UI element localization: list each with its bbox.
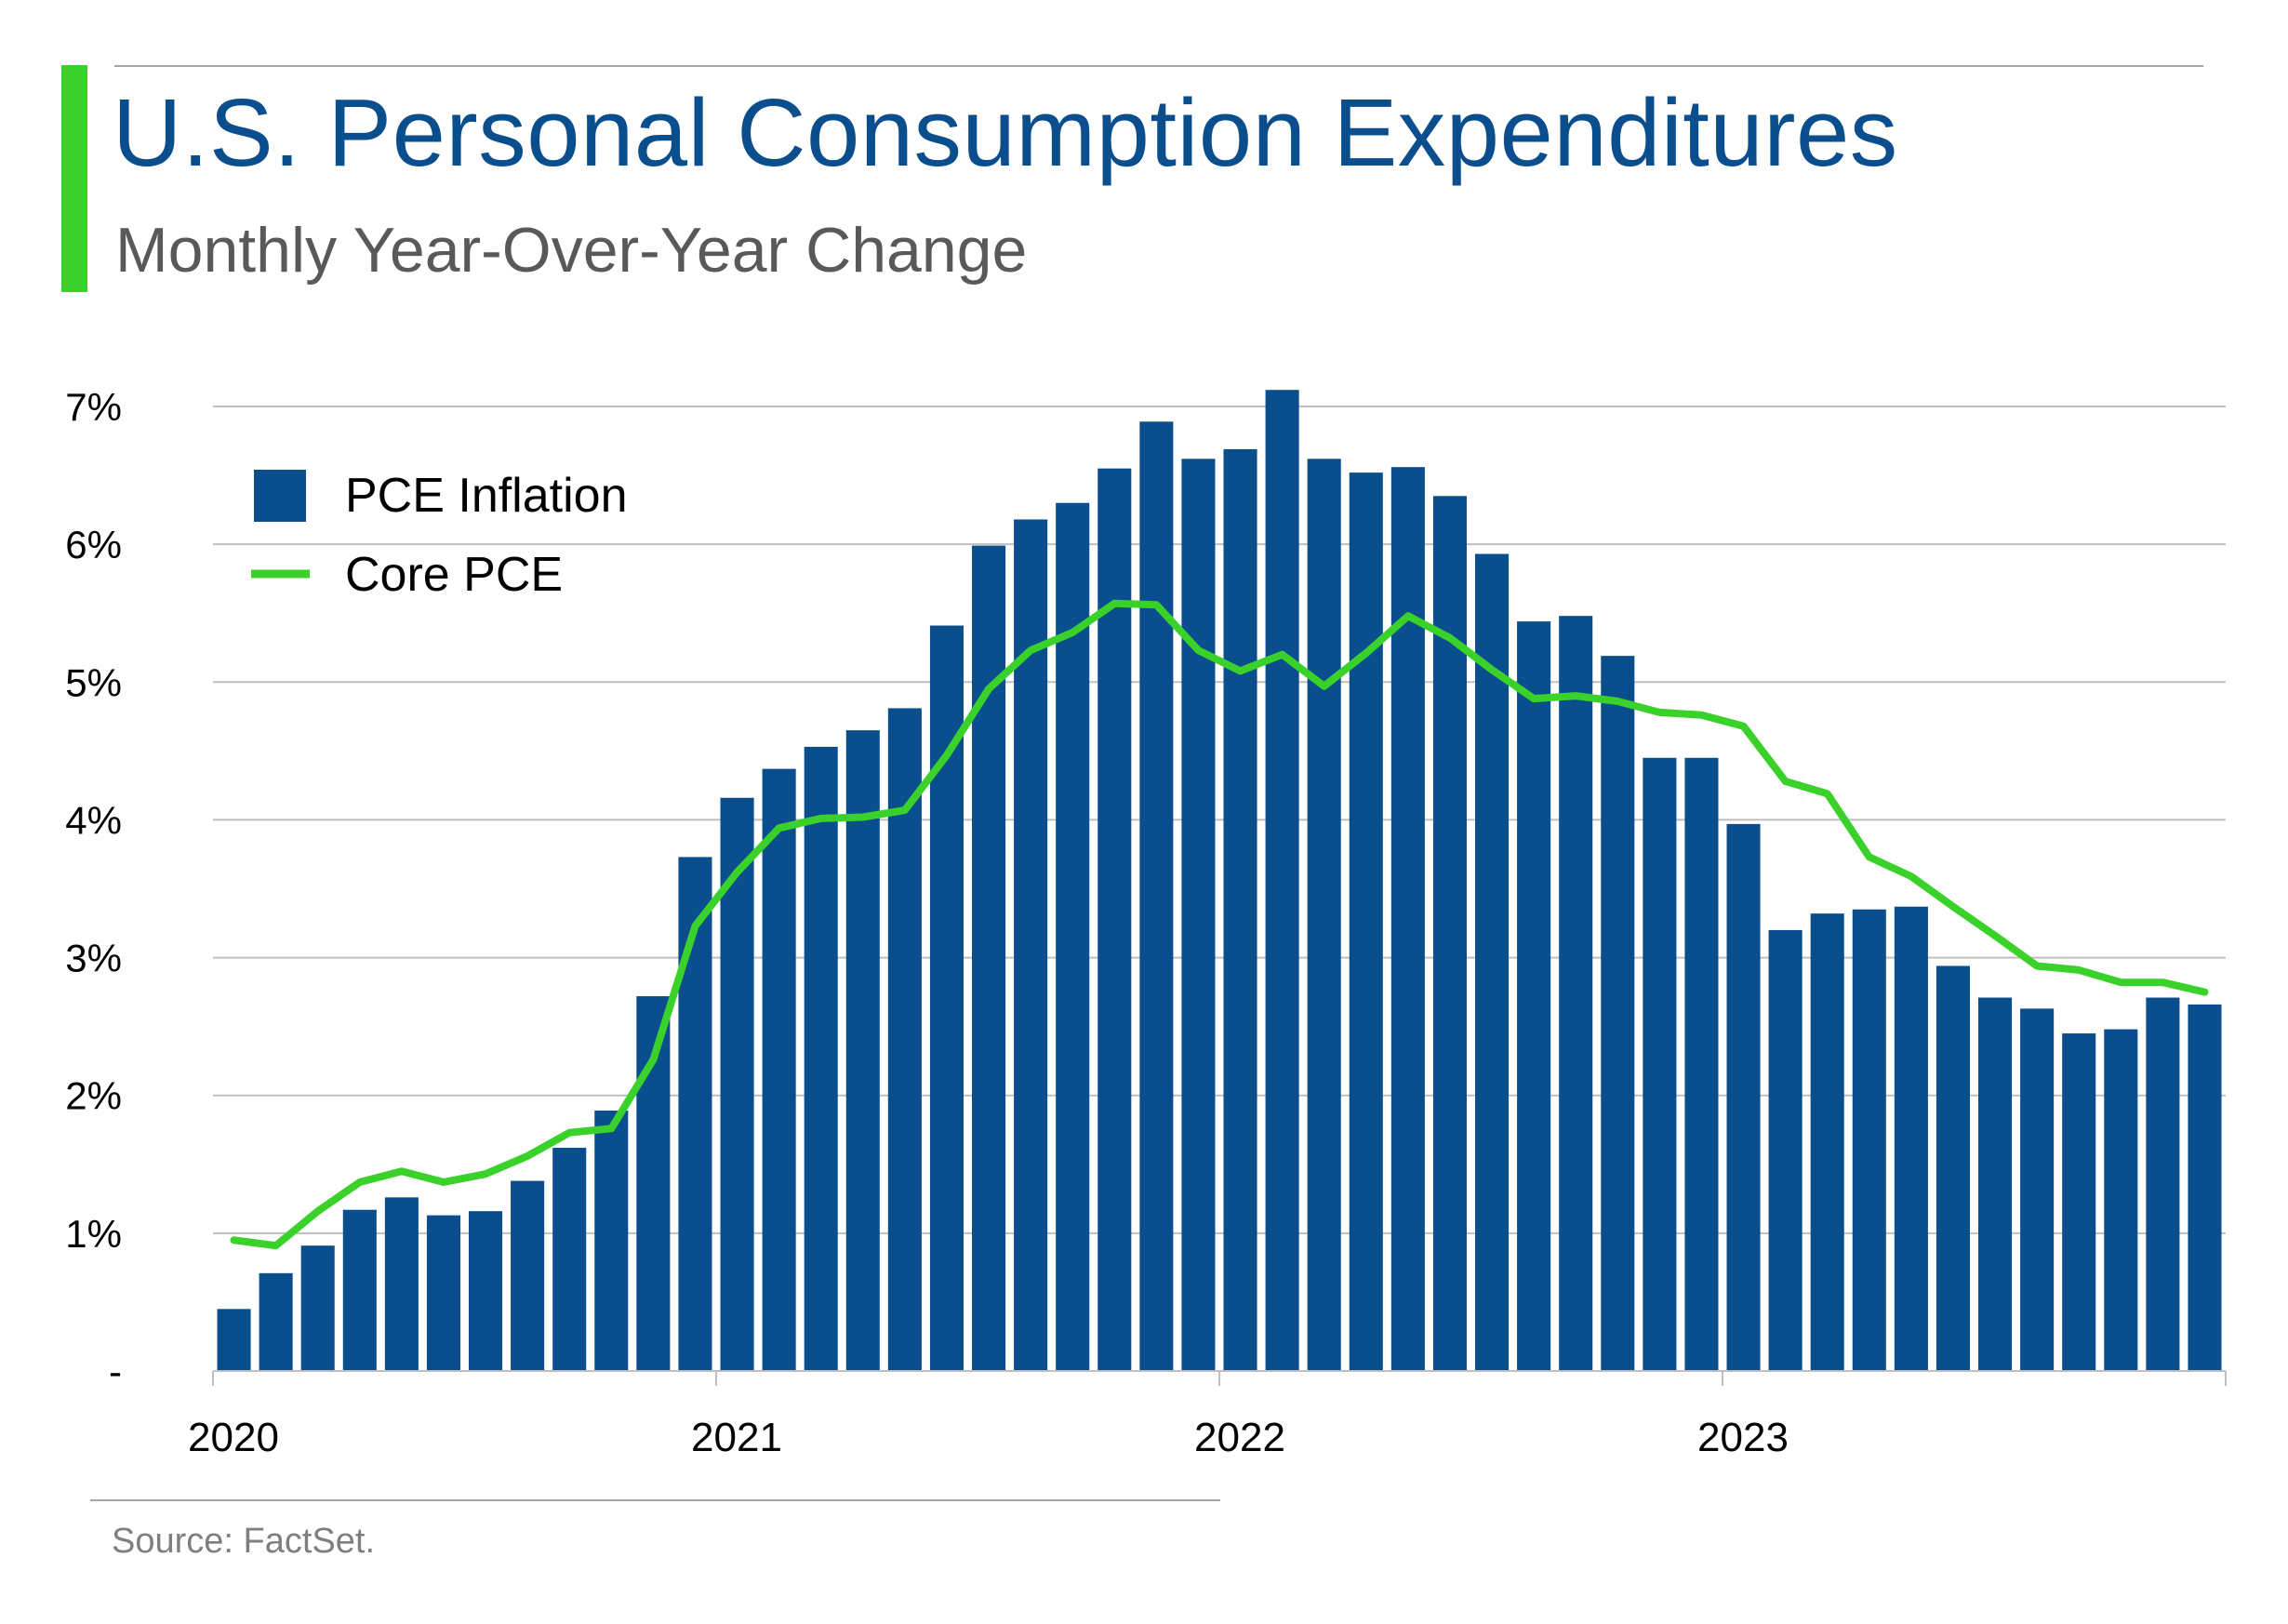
bar [1894,906,1928,1371]
bar [804,746,838,1371]
x-tick-label: 2020 [188,1415,279,1460]
bar [469,1211,503,1371]
bar [511,1180,545,1371]
bar [1349,473,1383,1371]
bar [384,1197,419,1371]
bar [2062,1033,2096,1371]
legend-swatch-pce-inflation [254,470,306,522]
bar [1810,913,1844,1371]
bar [1684,757,1719,1371]
axes: - 1% 2% 3% 4% 5% 6% 7% 2020 2021 2022 2023 [65,385,2227,1460]
bar [2188,1004,2222,1371]
bar [1265,390,1299,1371]
y-tick-label: 7% [65,385,122,429]
bar [1181,459,1216,1371]
y-tick-label: 6% [65,523,122,566]
bar [300,1245,335,1371]
x-tick-label: 2023 [1697,1415,1789,1460]
bar [762,768,796,1371]
bar [342,1209,377,1371]
source-note: Source: FactSet. [112,1522,376,1561]
source-rule [90,1499,1220,1501]
bar [1307,459,1341,1371]
x-tick-label: 2022 [1194,1415,1285,1460]
bar [1056,502,1090,1371]
bar [972,545,1006,1371]
bar [1432,496,1467,1371]
bar [1517,621,1551,1371]
legend: PCE Inflation Core PCE [251,469,628,602]
bar [426,1215,460,1371]
bar [594,1111,629,1371]
y-tick-label: 2% [65,1074,122,1118]
top-rule [114,65,2203,67]
series-line [230,599,2209,1250]
bar [217,1309,251,1371]
y-tick-label: - [109,1350,122,1393]
accent-bar [61,65,87,292]
y-tick-label: 3% [65,937,122,980]
gridlines [213,406,2226,1234]
bar [1978,997,2013,1371]
bars-pce-inflation [217,390,2222,1371]
bar [552,1148,587,1371]
bar [1768,929,1802,1371]
x-tick-label: 2021 [691,1415,782,1460]
bar [2020,1008,2055,1371]
bar [1726,823,1761,1371]
bar [1935,965,1970,1371]
bar [720,797,754,1371]
legend-label-pce-inflation: PCE Inflation [345,469,628,523]
y-tick-label: 4% [65,798,122,842]
bar [1390,467,1425,1371]
bar [1559,616,1593,1371]
bar [1601,656,1635,1371]
chart-subtitle: Monthly Year-Over-Year Change [115,215,1028,286]
bar [2146,997,2180,1371]
bar [1139,421,1174,1371]
bar [259,1272,293,1371]
bar [678,857,712,1371]
bar [887,708,922,1371]
bar [1852,909,1886,1371]
y-tick-label: 5% [65,660,122,704]
bar [845,730,880,1371]
bar [1475,553,1510,1371]
bar [1097,468,1132,1371]
line-core-pce [230,599,2209,1250]
bar [2104,1029,2138,1371]
bar [1643,757,1677,1371]
y-tick-label: 1% [65,1212,122,1256]
chart-title: U.S. Personal Consumption Expenditures [113,79,1898,186]
bar [1223,448,1257,1371]
pce-chart: - 1% 2% 3% 4% 5% 6% 7% 2020 2021 2022 2023 PCE Infl… [65,385,2227,1460]
legend-label-core-pce: Core PCE [345,548,563,602]
